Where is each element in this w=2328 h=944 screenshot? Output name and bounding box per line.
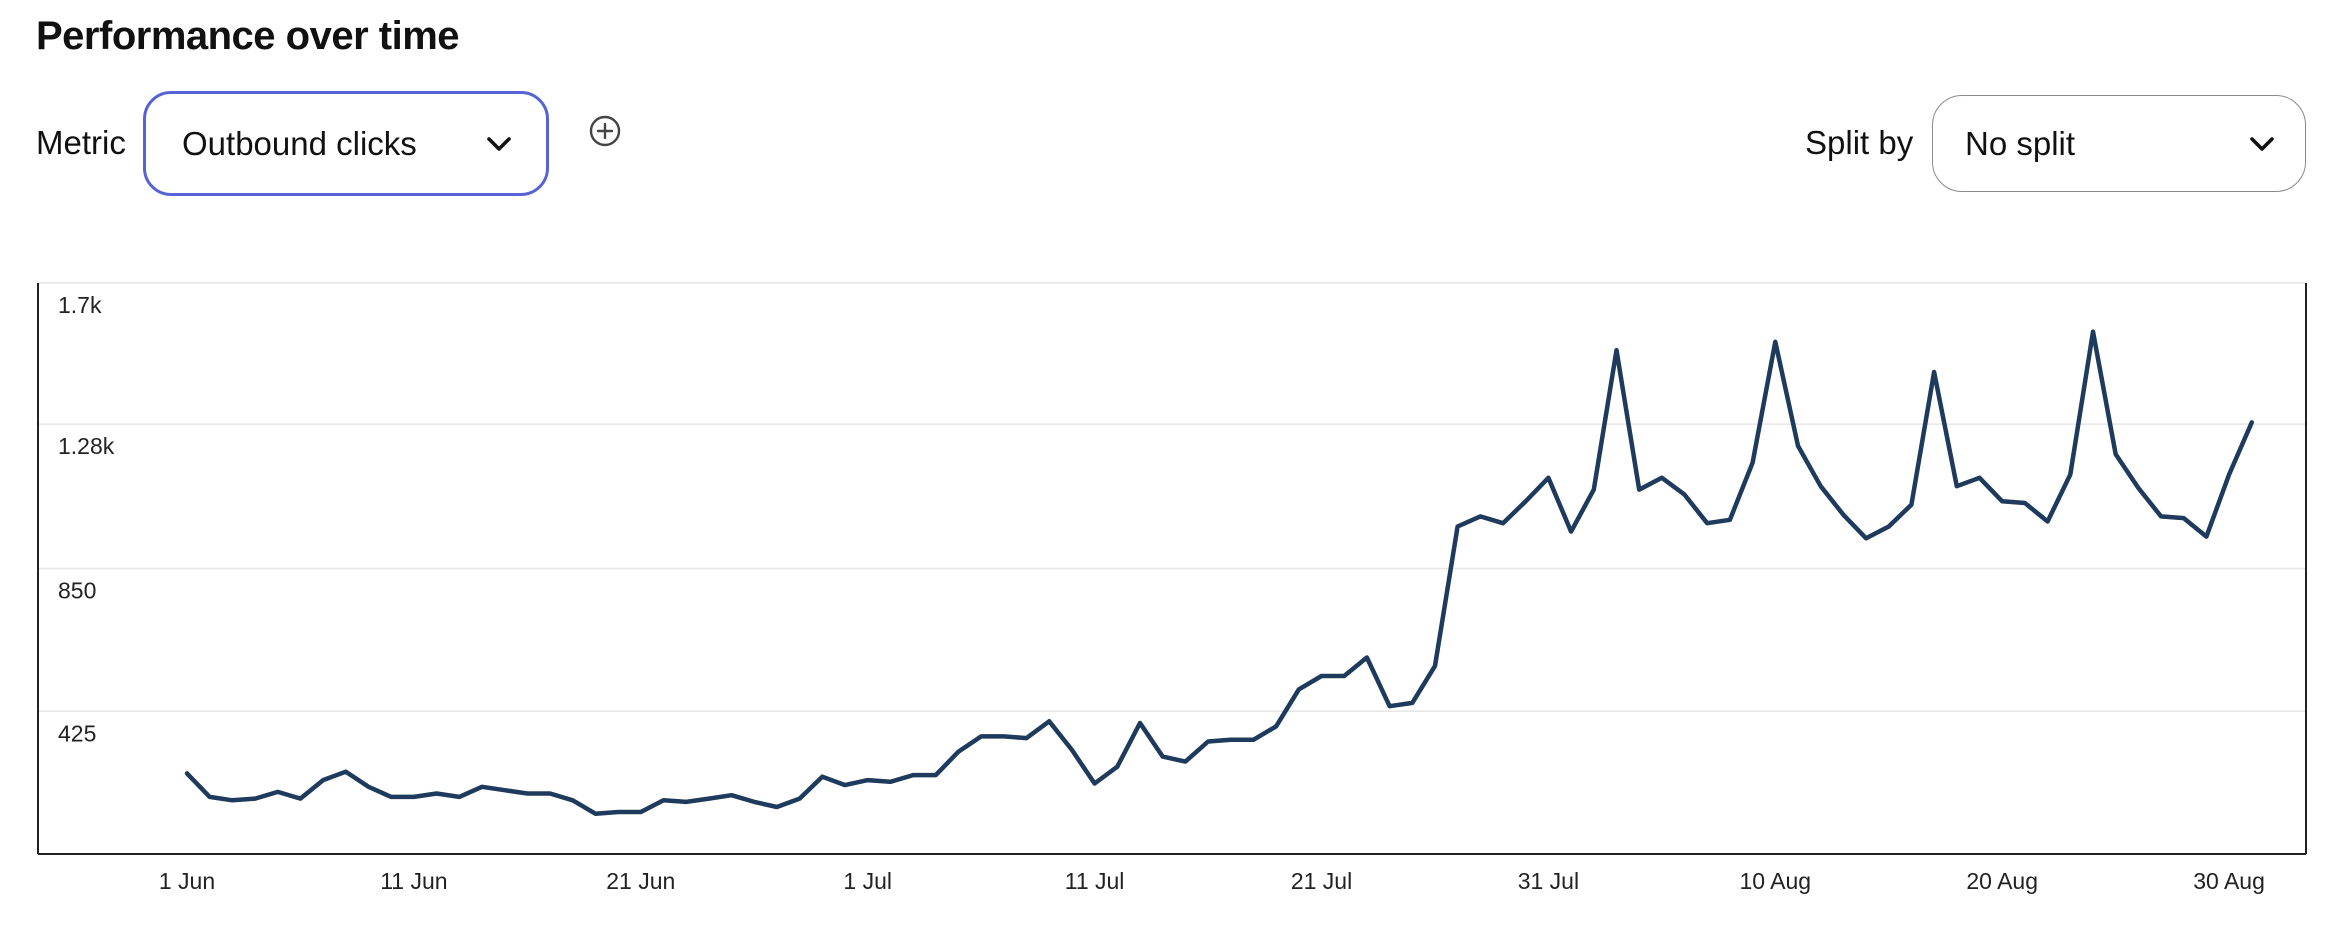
split-dropdown[interactable]: No split [1932, 95, 2306, 192]
y-tick-label: 1.28k [58, 433, 115, 459]
axes [37, 283, 2307, 855]
y-tick-label: 1.7k [58, 292, 102, 318]
series-lines [184, 329, 2255, 816]
x-tick-label: 1 Jul [843, 868, 892, 894]
x-tick-label: 31 Jul [1518, 868, 1579, 894]
x-tick-label: 21 Jun [606, 868, 675, 894]
page-title: Performance over time [36, 14, 460, 58]
metric-dropdown[interactable]: Outbound clicks [143, 91, 549, 196]
x-tick-label: 10 Aug [1739, 868, 1811, 894]
x-tick-label: 20 Aug [1966, 868, 2038, 894]
y-tick-label: 850 [58, 578, 96, 604]
y-tick-label: 425 [58, 720, 96, 746]
x-tick-label: 1 Jun [159, 868, 215, 894]
metric-dropdown-value: Outbound clicks [182, 124, 417, 162]
x-tick-label: 11 Jun [380, 868, 447, 894]
y-axis-ticks: 425 850 1.28k 1.7k [58, 292, 115, 746]
chevron-down-icon [487, 136, 511, 151]
metric-label: Metric [36, 124, 126, 161]
x-tick-label: 30 Aug [2193, 868, 2265, 894]
series-line [184, 329, 2255, 816]
x-tick-label: 21 Jul [1291, 868, 1352, 894]
x-axis-ticks: 1 Jun 11 Jun 21 Jun 1 Jul 11 Jul 21 Jul 31 Jul… [159, 868, 2265, 894]
split-label: Split by [1805, 124, 1914, 161]
split-dropdown-value: No split [1965, 124, 2076, 162]
x-tick-label: 11 Jul [1065, 868, 1125, 894]
chevron-down-icon [2250, 136, 2274, 151]
plus-circle-icon[interactable] [588, 114, 622, 148]
grid-lines [38, 282, 2306, 712]
